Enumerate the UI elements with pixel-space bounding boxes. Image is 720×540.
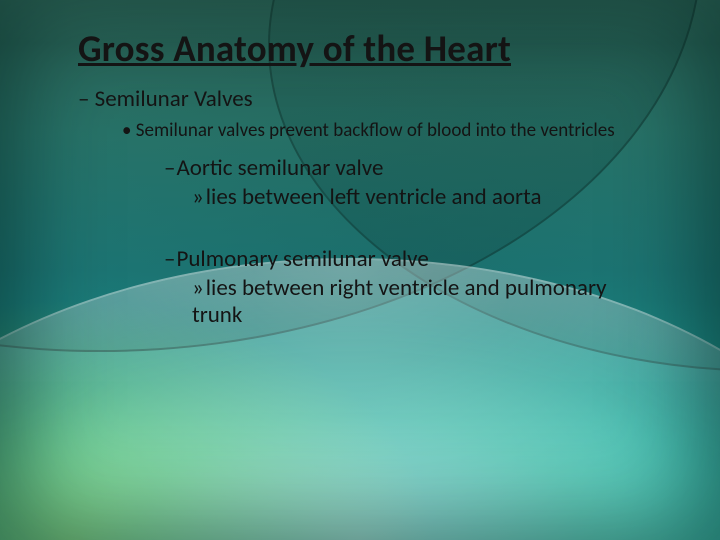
slide-title: Gross Anatomy of the Heart [78,26,676,71]
bullet-lvl3-aortic: Aortic semilunar valve [164,154,676,182]
slide: Gross Anatomy of the Heart Semilunar Val… [0,0,720,540]
slide-content: Gross Anatomy of the Heart Semilunar Val… [0,0,720,540]
bullet-lvl4-pulmonary-desc: lies between right ventricle and pulmona… [192,275,662,329]
bullet-lvl1: Semilunar Valves [78,85,676,113]
bullet-lvl4-aortic-desc: lies between left ventricle and aorta [192,184,662,211]
bullet-lvl3-pulmonary: Pulmonary semilunar valve [164,245,676,273]
bullet-lvl2: Semilunar valves prevent backflow of blo… [122,119,662,142]
